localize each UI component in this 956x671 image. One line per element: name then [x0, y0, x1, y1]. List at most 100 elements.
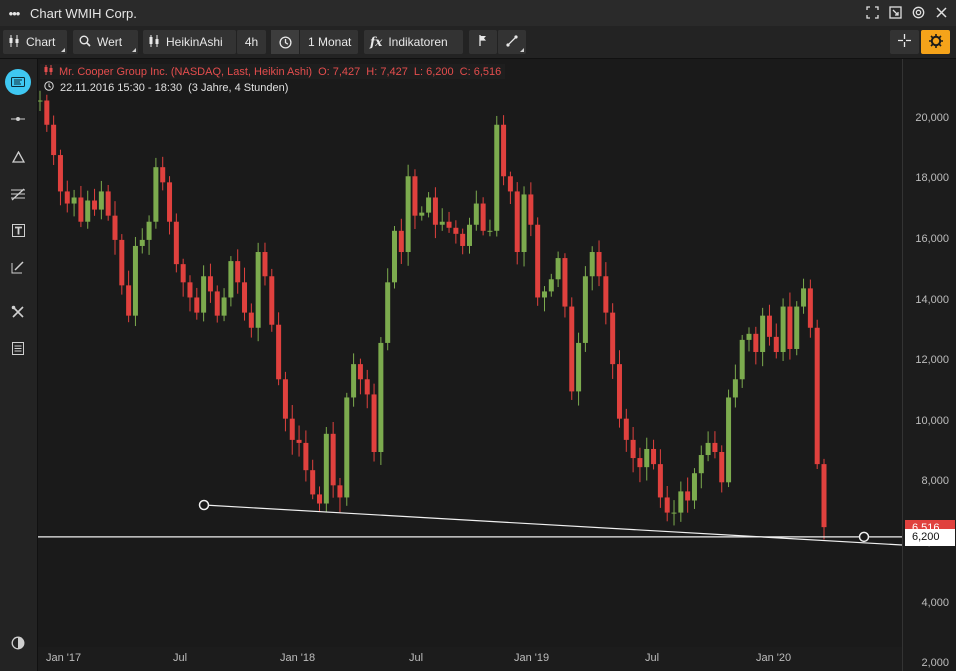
chart-style-label: HeikinAshi	[166, 35, 223, 49]
candle	[535, 224, 541, 298]
triangle-tool-icon[interactable]	[5, 144, 31, 170]
candle	[664, 497, 670, 513]
candle	[732, 379, 738, 398]
candle	[228, 261, 234, 298]
target-icon[interactable]	[910, 4, 927, 21]
time-tick-label: Jan '19	[514, 652, 550, 664]
indicators-button[interactable]: fx Indikatoren	[364, 30, 463, 54]
plot-area[interactable]	[37, 59, 903, 659]
price-tick-label: 20,000	[915, 111, 949, 124]
candle	[623, 418, 629, 440]
candle	[78, 197, 84, 222]
candle	[678, 491, 684, 513]
tools-icon[interactable]	[5, 299, 31, 325]
crosshair-button[interactable]	[890, 30, 919, 54]
quote-icon[interactable]	[5, 69, 31, 95]
candle	[746, 333, 752, 340]
time-axis[interactable]: Jan '17 Jul Jan '18 Jul Jan '19 Jul Jan '20	[38, 647, 902, 671]
chart-legend: Mr. Cooper Group Inc. (NASDAQ, Last, Hei…	[40, 64, 506, 96]
time-range-label: 1 Monat	[308, 35, 352, 49]
candle	[132, 245, 138, 316]
candle	[214, 291, 220, 316]
candle	[242, 282, 248, 313]
candle	[289, 418, 295, 440]
chart-type-button[interactable]: Chart	[3, 30, 67, 54]
menu-dots-icon[interactable]: •••	[8, 5, 21, 21]
candle	[385, 282, 391, 343]
candle	[460, 233, 466, 246]
theme-toggle-icon[interactable]	[5, 630, 31, 656]
price-axis[interactable]: 2,0004,0006,0008,00010,00012,00014,00016…	[902, 59, 956, 671]
candle	[807, 288, 813, 328]
time-tick-label: Jul	[409, 652, 424, 664]
expand-icon[interactable]	[864, 4, 881, 21]
detach-window-icon[interactable]	[887, 4, 904, 21]
heikin-ashi-icon	[149, 34, 160, 50]
candle	[507, 176, 513, 192]
candle	[296, 439, 302, 443]
time-tick-label: Jul	[173, 652, 188, 664]
horizontal-line-handle[interactable]	[858, 531, 870, 543]
flag-button[interactable]	[469, 30, 497, 54]
candle	[351, 364, 357, 398]
candle	[167, 182, 173, 222]
candle	[630, 439, 636, 459]
candle	[466, 224, 472, 246]
drawings-list-icon[interactable]	[5, 335, 31, 361]
candle	[139, 239, 145, 246]
candle	[303, 442, 309, 471]
candle	[562, 258, 568, 307]
candle	[548, 279, 554, 292]
bars-icon	[44, 65, 54, 78]
time-tick-label: Jul	[645, 652, 660, 664]
candle	[760, 315, 766, 353]
candle	[596, 252, 602, 277]
candle	[160, 167, 166, 183]
fibonacci-tool-icon[interactable]	[5, 181, 31, 207]
dropdown-corner-icon	[61, 48, 65, 52]
candle	[610, 312, 616, 365]
text-tool-icon[interactable]	[5, 217, 31, 243]
edit-drawing-icon[interactable]	[5, 254, 31, 280]
candle	[357, 364, 363, 380]
dropdown-corner-icon	[520, 48, 524, 52]
draw-tool-button[interactable]	[497, 30, 526, 54]
candle	[671, 512, 677, 514]
settings-button[interactable]	[921, 30, 950, 54]
candle	[392, 230, 398, 283]
horizontal-line-tool-icon[interactable]	[5, 106, 31, 132]
candle	[487, 230, 493, 232]
candle	[739, 339, 745, 380]
function-icon: fx	[370, 35, 383, 49]
candle	[705, 442, 711, 456]
interval-button[interactable]: 4h	[236, 30, 266, 54]
candle	[330, 433, 336, 486]
time-range-button[interactable]: 1 Monat	[271, 30, 358, 54]
gear-icon	[928, 33, 943, 51]
candle	[235, 261, 241, 283]
title-bar: ••• Chart WMIH Corp.	[0, 0, 956, 26]
candle	[51, 124, 57, 156]
price-chart[interactable]	[37, 59, 903, 659]
value-button[interactable]: Wert	[73, 30, 138, 54]
chart-style-button[interactable]: HeikinAshi	[143, 30, 236, 54]
trend-line-handle-start[interactable]	[198, 499, 210, 511]
candle	[64, 191, 70, 204]
candle	[473, 203, 479, 225]
candle	[555, 258, 561, 280]
candle	[412, 176, 418, 216]
crosshair-icon	[898, 34, 911, 50]
candle	[337, 485, 343, 498]
chart-type-label: Chart	[26, 35, 56, 49]
price-tick-label: 18,000	[915, 172, 949, 185]
candle	[405, 176, 411, 253]
candle	[698, 455, 704, 474]
close-icon[interactable]	[933, 4, 950, 21]
candle	[180, 264, 186, 283]
candle	[371, 394, 377, 452]
price-tick-label: 12,000	[915, 354, 949, 367]
candle	[98, 191, 104, 210]
price-tick-label: 10,000	[915, 414, 949, 427]
close-value: C: 6,516	[459, 65, 502, 78]
trend-line[interactable]	[203, 504, 903, 546]
